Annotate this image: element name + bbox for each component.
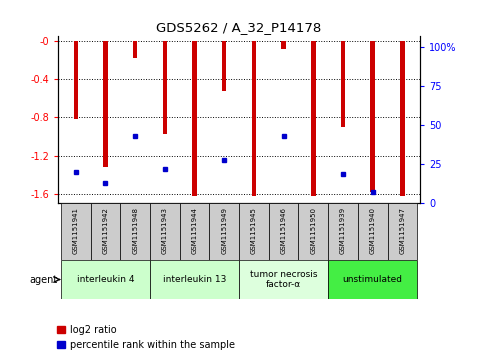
Bar xyxy=(387,203,417,260)
Text: interleukin 13: interleukin 13 xyxy=(163,275,226,284)
Legend: log2 ratio, percentile rank within the sample: log2 ratio, percentile rank within the s… xyxy=(53,321,239,354)
Bar xyxy=(400,41,405,196)
Text: GSM1151945: GSM1151945 xyxy=(251,207,257,254)
Text: GSM1151950: GSM1151950 xyxy=(310,207,316,254)
Text: interleukin 4: interleukin 4 xyxy=(77,275,134,284)
Bar xyxy=(328,203,358,260)
Bar xyxy=(91,203,120,260)
Bar xyxy=(222,41,227,91)
Bar xyxy=(370,41,375,192)
Text: GSM1151947: GSM1151947 xyxy=(399,207,405,254)
Bar xyxy=(252,41,256,196)
Bar xyxy=(210,203,239,260)
Text: GSM1151948: GSM1151948 xyxy=(132,207,138,254)
Bar xyxy=(358,203,387,260)
Bar xyxy=(192,41,197,196)
Bar xyxy=(239,203,269,260)
Text: GSM1151946: GSM1151946 xyxy=(281,207,286,254)
Text: unstimulated: unstimulated xyxy=(343,275,403,284)
Bar xyxy=(180,203,210,260)
Text: GSM1151942: GSM1151942 xyxy=(102,207,109,254)
Bar xyxy=(73,41,78,119)
Bar xyxy=(150,203,180,260)
Bar xyxy=(269,203,298,260)
Bar xyxy=(150,260,239,299)
Bar xyxy=(61,203,91,260)
Title: GDS5262 / A_32_P14178: GDS5262 / A_32_P14178 xyxy=(156,21,322,34)
Text: tumor necrosis
factor-α: tumor necrosis factor-α xyxy=(250,270,317,289)
Text: GSM1151943: GSM1151943 xyxy=(162,207,168,254)
Bar xyxy=(311,41,315,196)
Bar xyxy=(282,41,286,49)
Bar xyxy=(341,41,345,127)
Bar xyxy=(133,41,137,58)
Text: GSM1151939: GSM1151939 xyxy=(340,207,346,254)
Bar xyxy=(103,41,108,167)
Text: agent: agent xyxy=(30,274,58,285)
Bar xyxy=(239,260,328,299)
Bar xyxy=(298,203,328,260)
Bar xyxy=(61,260,150,299)
Text: GSM1151941: GSM1151941 xyxy=(73,207,79,254)
Text: GSM1151944: GSM1151944 xyxy=(192,207,198,254)
Bar xyxy=(120,203,150,260)
Text: GSM1151949: GSM1151949 xyxy=(221,207,227,254)
Text: GSM1151940: GSM1151940 xyxy=(369,207,376,254)
Bar xyxy=(163,41,167,134)
Bar xyxy=(328,260,417,299)
